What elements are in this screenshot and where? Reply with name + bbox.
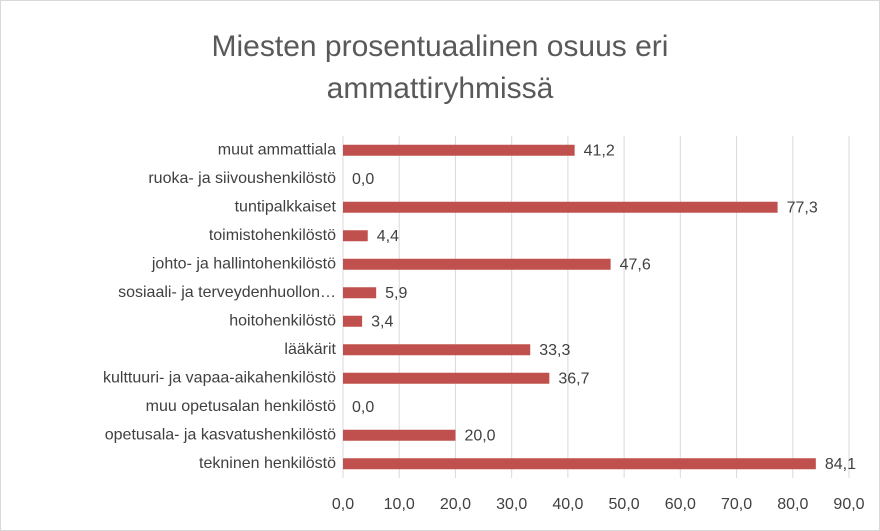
- x-tick-label: 40,0: [552, 496, 583, 513]
- y-tick-label: johto- ja hallintohenkilöstö: [151, 255, 336, 272]
- x-tick-label: 0,0: [332, 496, 354, 513]
- bar: [343, 258, 611, 270]
- data-label: 4,4: [377, 228, 399, 245]
- data-label: 20,0: [464, 427, 495, 444]
- x-tick-label: 80,0: [777, 496, 808, 513]
- x-tick-label: 10,0: [384, 496, 415, 513]
- y-tick-label: sosiaali- ja terveydenhuollon…: [118, 284, 336, 301]
- x-tick-label: 60,0: [665, 496, 696, 513]
- x-tick-label: 20,0: [440, 496, 471, 513]
- data-label: 0,0: [352, 171, 374, 188]
- data-label: 3,4: [371, 313, 393, 330]
- chart-title: Miesten prosentuaalinen osuus eri ammatt…: [211, 30, 669, 105]
- x-tick-label: 50,0: [609, 496, 640, 513]
- bar: [343, 372, 550, 384]
- bar: [343, 144, 575, 156]
- data-label: 47,6: [620, 256, 651, 273]
- bar: [343, 429, 456, 441]
- bar: [343, 287, 377, 299]
- y-tick-label: kulttuuri- ja vapaa-aikahenkilöstö: [103, 369, 336, 386]
- bar: [343, 458, 816, 470]
- bar: [343, 201, 778, 213]
- y-tick-label: tekninen henkilöstö: [199, 455, 336, 472]
- data-label: 77,3: [787, 199, 818, 216]
- x-tick-label: 90,0: [833, 496, 864, 513]
- data-label: 5,9: [385, 285, 407, 302]
- bar: [343, 344, 531, 356]
- data-label: 84,1: [825, 456, 856, 473]
- y-tick-label: muu opetusalan henkilöstö: [146, 398, 336, 415]
- data-label: 36,7: [558, 370, 589, 387]
- y-tick-label: hoitohenkilöstö: [229, 312, 336, 329]
- y-tick-label: opetusala- ja kasvatushenkilöstö: [105, 426, 336, 443]
- y-tick-label: lääkärit: [284, 341, 336, 358]
- data-label: 33,3: [539, 342, 570, 359]
- y-tick-label: tuntipalkkaiset: [235, 198, 337, 215]
- x-tick-label: 30,0: [496, 496, 527, 513]
- y-tick-label: ruoka- ja siivoushenkilöstö: [148, 170, 336, 187]
- y-tick-label: toimistohenkilöstö: [209, 227, 336, 244]
- x-tick-label: 70,0: [721, 496, 752, 513]
- bar: [343, 230, 368, 242]
- y-tick-label: muut ammattiala: [218, 141, 336, 158]
- data-label: 0,0: [352, 399, 374, 416]
- bar: [343, 315, 363, 327]
- data-label: 41,2: [584, 142, 615, 159]
